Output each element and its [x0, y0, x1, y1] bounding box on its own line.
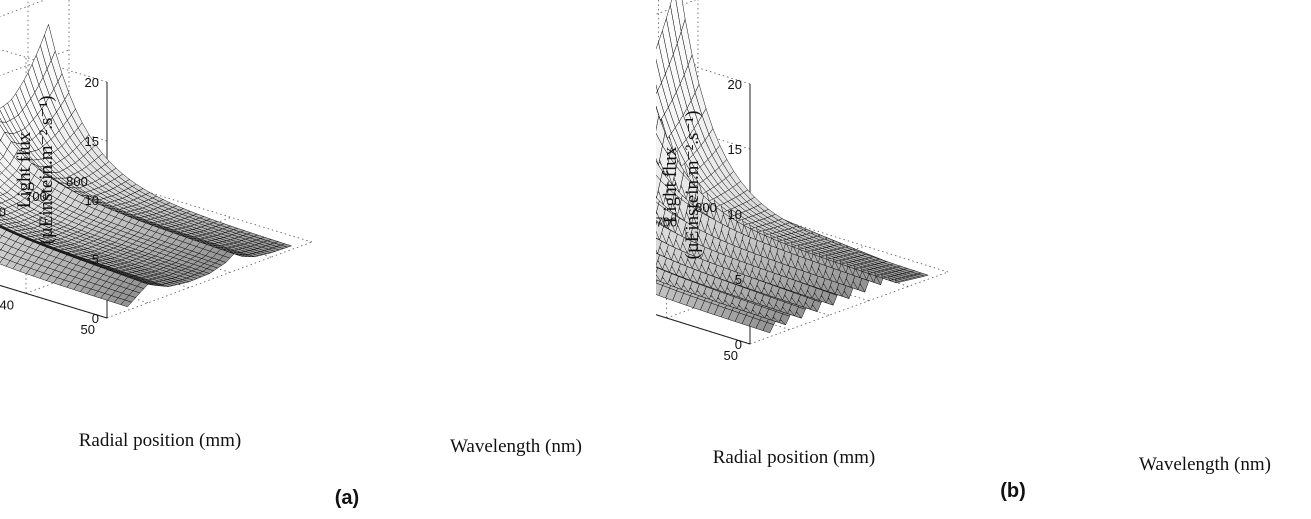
surface-patch: [0, 161, 7, 174]
z-tick-label: 5: [735, 272, 742, 287]
surface-patch: [0, 249, 2, 252]
z-tick-label: 0: [92, 311, 99, 326]
surface-patch: [0, 219, 2, 221]
surface-patch: [656, 58, 662, 92]
floor-gridline: [749, 271, 949, 345]
surface-patch: [0, 124, 5, 141]
surface-patch: [0, 256, 4, 264]
surface-patch: [0, 234, 3, 239]
surface-patch: [0, 210, 8, 216]
floor-gridline: [106, 241, 313, 319]
surface-patch: [0, 224, 7, 229]
z-tick-label: 5: [92, 252, 99, 267]
surface-patch: [0, 170, 3, 175]
surface-patch: [0, 201, 2, 204]
surface-patch: [656, 266, 658, 274]
surface-patch: [0, 178, 5, 188]
z-tick-label: 15: [85, 134, 99, 149]
y-axis-line: [656, 314, 751, 345]
z-tick-label: 20: [728, 77, 742, 92]
surface-patch: [0, 196, 7, 204]
surface-patch: [0, 227, 7, 237]
surface-patch: [656, 195, 657, 199]
z-tick-label: 10: [85, 193, 99, 208]
surface-patch: [0, 241, 6, 250]
y-axis-label: Radial position (mm): [713, 447, 876, 468]
surface-plot-a: 3004005006007008002030405005101520Wavele…: [0, 0, 582, 509]
chart-panel-a: 3004005006007008002030405005101520Wavele…: [0, 0, 655, 519]
z-axis-label-line1: Light flux: [14, 131, 35, 208]
x-tick-label: 700: [656, 214, 677, 229]
wall-gridline: [656, 0, 697, 15]
y-tick-label: 50: [724, 348, 738, 363]
x-tick-label: 800: [695, 200, 717, 215]
surface-patch: [656, 174, 661, 199]
surface-patch: [0, 216, 7, 221]
surface-patch: [656, 252, 660, 267]
z-axis-label: Light flux (µEinstein.m⁻².s⁻¹): [660, 111, 703, 260]
x-axis-label: Wavelength (nm): [1139, 454, 1271, 475]
surface-patch: [0, 225, 6, 229]
z-tick-label: 10: [728, 207, 742, 222]
surface-patch: [656, 249, 659, 255]
surface-patch: [0, 206, 5, 211]
surface-patch: [656, 260, 664, 270]
surface-patch: [0, 225, 3, 227]
surface-patch: [656, 212, 663, 225]
surface-patch: [0, 226, 2, 228]
x-axis-label: Wavelength (nm): [450, 436, 582, 457]
wall-gridline: [0, 0, 69, 8]
z-axis-label-line2: (µEinstein.m⁻².s⁻¹): [36, 96, 57, 245]
z-tick-label: 20: [85, 75, 99, 90]
z-axis-label-line2: (µEinstein.m⁻².s⁻¹): [682, 111, 703, 260]
surface: [656, 0, 930, 334]
panel-caption: (a): [335, 487, 359, 509]
surface-patch: [656, 274, 658, 277]
surface-patch: [656, 282, 663, 296]
z-axis-label: Light flux (µEinstein.m⁻².s⁻¹): [14, 96, 57, 245]
surface-patch: [0, 191, 4, 197]
z-tick-label: 15: [728, 142, 742, 157]
surface-plot-b: 3004005006007008002030405005101520Wavele…: [656, 0, 1271, 502]
z-tick-label: 0: [735, 337, 742, 352]
surface-patch: [0, 152, 4, 161]
surface: [0, 23, 293, 308]
panel-caption: (b): [1000, 480, 1026, 502]
surface-patch: [656, 275, 662, 283]
surface-patch: [0, 138, 1, 142]
x-tick-label: 800: [66, 174, 88, 189]
z-axis-label-line1: Light flux: [660, 146, 681, 223]
surface-patch: [656, 157, 659, 166]
tick-labels: 3004005006007008002030405005101520: [0, 75, 99, 337]
x-tick-label: 700: [25, 189, 47, 204]
surface-patch: [656, 105, 661, 121]
surface-patch: [656, 201, 659, 215]
surface-patch: [656, 230, 661, 241]
surface-patch: [656, 84, 658, 95]
x-tick-label: 600: [0, 204, 6, 219]
surface-patch: [656, 237, 662, 254]
y-axis-line: [0, 284, 108, 319]
surface-patch: [656, 221, 657, 226]
surface-patch: [0, 213, 4, 216]
surface-patch: [0, 109, 7, 123]
surface-patch: [0, 221, 5, 225]
surface-patch: [0, 117, 3, 123]
tick-labels: 3004005006007008002030405005101520: [656, 77, 742, 363]
surface-patch: [0, 226, 4, 230]
y-axis-label: Radial position (mm): [79, 430, 242, 451]
chart-panel-b: 3004005006007008002030405005101520Wavele…: [656, 0, 1311, 519]
floor-gridline: [697, 193, 949, 273]
y-tick-label: 40: [0, 297, 14, 312]
y-tick-label: 50: [81, 322, 95, 337]
wall-gridline: [0, 0, 46, 18]
surface-patch: [656, 132, 663, 166]
